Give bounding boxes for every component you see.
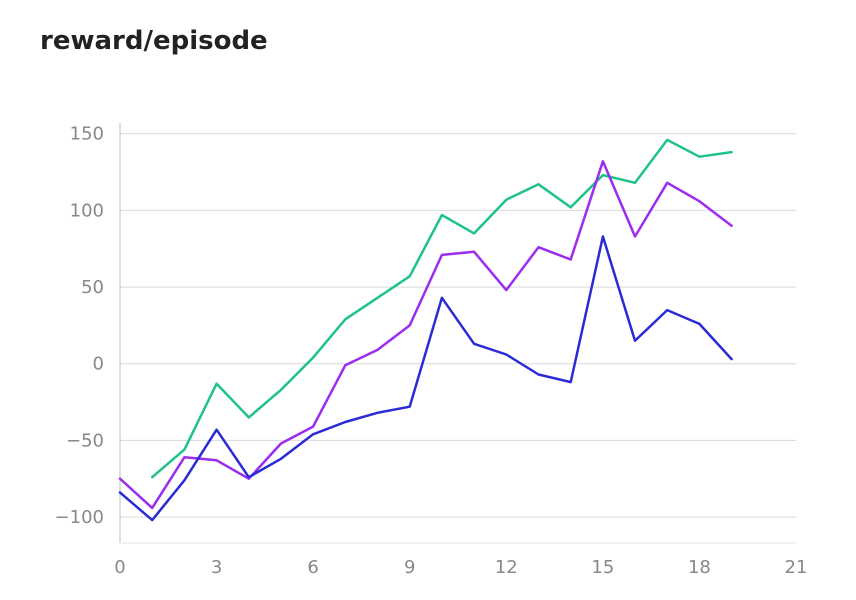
series-lines <box>118 138 733 522</box>
y-tick-label: 100 <box>70 200 104 221</box>
x-tick-label: 12 <box>495 557 518 578</box>
axes <box>119 123 796 544</box>
x-tick-label: 6 <box>307 557 318 578</box>
y-tick-label: 50 <box>81 277 104 298</box>
x-tick-label: 18 <box>688 557 711 578</box>
chart-title: reward/episode <box>40 26 268 56</box>
y-tick-label: 150 <box>70 124 104 145</box>
x-tick-label: 0 <box>114 557 125 578</box>
y-tick-label: 0 <box>93 354 104 375</box>
y-tick-label: −100 <box>55 507 104 528</box>
series-line-3 <box>118 235 733 522</box>
series-line-1 <box>150 138 733 479</box>
x-tick-label: 15 <box>591 557 614 578</box>
x-tick-label: 3 <box>211 557 222 578</box>
grid-lines <box>120 133 796 518</box>
x-tick-label: 9 <box>404 557 415 578</box>
x-tick-labels: 0 3 6 9 12 15 18 21 <box>114 557 807 578</box>
y-tick-labels: −100 −50 0 50 100 150 <box>55 124 104 528</box>
y-tick-label: −50 <box>66 430 104 451</box>
x-tick-label: 21 <box>785 557 808 578</box>
series-line-2 <box>118 160 733 510</box>
